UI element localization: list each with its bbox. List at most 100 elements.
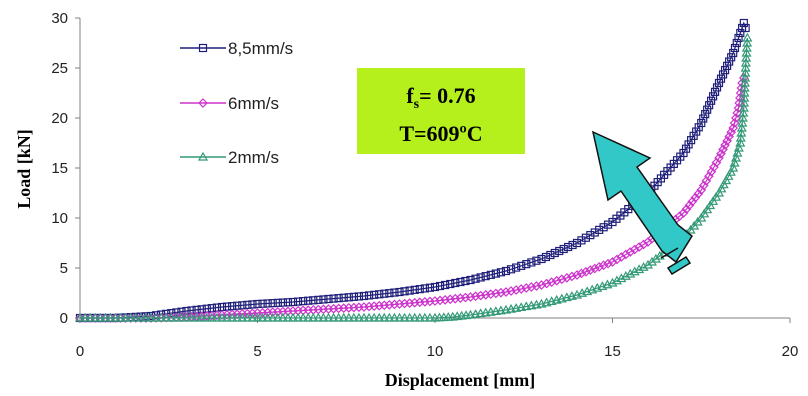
data-point xyxy=(425,283,435,292)
data-point xyxy=(161,312,172,322)
data-point xyxy=(309,296,318,305)
data-point xyxy=(699,208,710,218)
data-point xyxy=(723,61,732,70)
data-point xyxy=(410,285,419,294)
data-point xyxy=(739,77,750,87)
data-point xyxy=(516,284,527,294)
data-point xyxy=(735,132,746,142)
data-point xyxy=(725,166,736,176)
data-point xyxy=(353,312,364,322)
data-point xyxy=(343,312,354,322)
y-tick-label: 10 xyxy=(51,210,68,227)
data-point xyxy=(708,92,718,101)
data-point xyxy=(140,312,151,322)
data-point xyxy=(625,268,636,278)
data-point xyxy=(211,312,222,322)
data-point xyxy=(385,289,394,298)
data-point xyxy=(80,312,91,322)
data-point xyxy=(506,265,516,274)
x-tick-label: 5 xyxy=(253,343,261,360)
data-point xyxy=(729,48,738,58)
data-point xyxy=(555,246,564,256)
data-point xyxy=(684,140,693,149)
data-point xyxy=(471,274,480,283)
data-point xyxy=(248,300,257,309)
data-point xyxy=(394,312,405,322)
data-point xyxy=(739,82,750,92)
data-point xyxy=(176,312,187,322)
data-point xyxy=(741,52,752,62)
data-point xyxy=(711,191,722,201)
data-point xyxy=(446,279,455,289)
data-point xyxy=(466,275,475,285)
data-point xyxy=(696,212,707,222)
data-point xyxy=(564,242,573,252)
data-point xyxy=(634,242,644,252)
data-point xyxy=(395,287,404,297)
data-point xyxy=(268,299,277,308)
data-point xyxy=(572,270,582,280)
data-point xyxy=(389,312,400,322)
data-point xyxy=(501,266,511,276)
data-point xyxy=(298,312,309,322)
data-point xyxy=(364,291,374,300)
data-point xyxy=(100,312,111,322)
data-point xyxy=(328,312,339,322)
data-point xyxy=(283,298,293,307)
data-point xyxy=(738,102,749,112)
data-point xyxy=(620,271,631,280)
x-tick-label: 0 xyxy=(76,343,84,360)
data-point xyxy=(465,292,476,302)
data-point xyxy=(177,307,186,316)
data-point xyxy=(710,87,720,96)
x-tick-label: 20 xyxy=(782,343,799,360)
data-point xyxy=(303,312,314,322)
data-point xyxy=(681,204,692,215)
data-point xyxy=(257,312,268,322)
data-point xyxy=(172,308,181,317)
legend-marker xyxy=(197,151,209,161)
data-point xyxy=(737,112,748,122)
data-point xyxy=(595,225,604,234)
data-point xyxy=(732,38,741,48)
legend-label: 8,5mm/s xyxy=(228,39,293,58)
data-point xyxy=(629,266,640,276)
data-point xyxy=(430,282,440,292)
data-point xyxy=(567,271,577,282)
data-point xyxy=(689,131,698,140)
data-point xyxy=(690,192,701,203)
data-point xyxy=(354,292,364,301)
data-point xyxy=(85,312,96,322)
data-point xyxy=(694,123,703,132)
y-tick-label: 0 xyxy=(60,310,68,327)
data-point xyxy=(585,265,596,275)
data-point xyxy=(638,262,649,271)
data-point xyxy=(739,92,750,102)
data-point xyxy=(707,96,716,105)
data-point xyxy=(232,312,243,322)
data-point xyxy=(451,278,460,288)
data-point xyxy=(739,87,750,97)
data-point xyxy=(278,298,287,307)
data-point xyxy=(577,236,586,245)
data-point xyxy=(358,312,370,322)
data-point xyxy=(405,286,414,295)
data-point xyxy=(616,273,627,283)
annotation-background xyxy=(357,68,525,154)
arrow-tail-stub xyxy=(666,255,692,276)
annotation-line-1: fs= 0.76 xyxy=(406,83,475,112)
data-point xyxy=(527,258,536,267)
data-point xyxy=(546,277,557,287)
data-point xyxy=(590,228,599,237)
y-tick-label: 20 xyxy=(51,110,68,127)
data-point xyxy=(736,83,747,93)
annotation-box: fs= 0.76 T=609ºC xyxy=(357,68,525,154)
series-square xyxy=(75,18,750,323)
data-point xyxy=(705,101,714,110)
data-point xyxy=(253,299,262,309)
data-point xyxy=(384,312,395,322)
data-point xyxy=(599,223,608,232)
data-point xyxy=(634,264,645,274)
data-point xyxy=(589,263,600,274)
data-point xyxy=(237,312,248,322)
